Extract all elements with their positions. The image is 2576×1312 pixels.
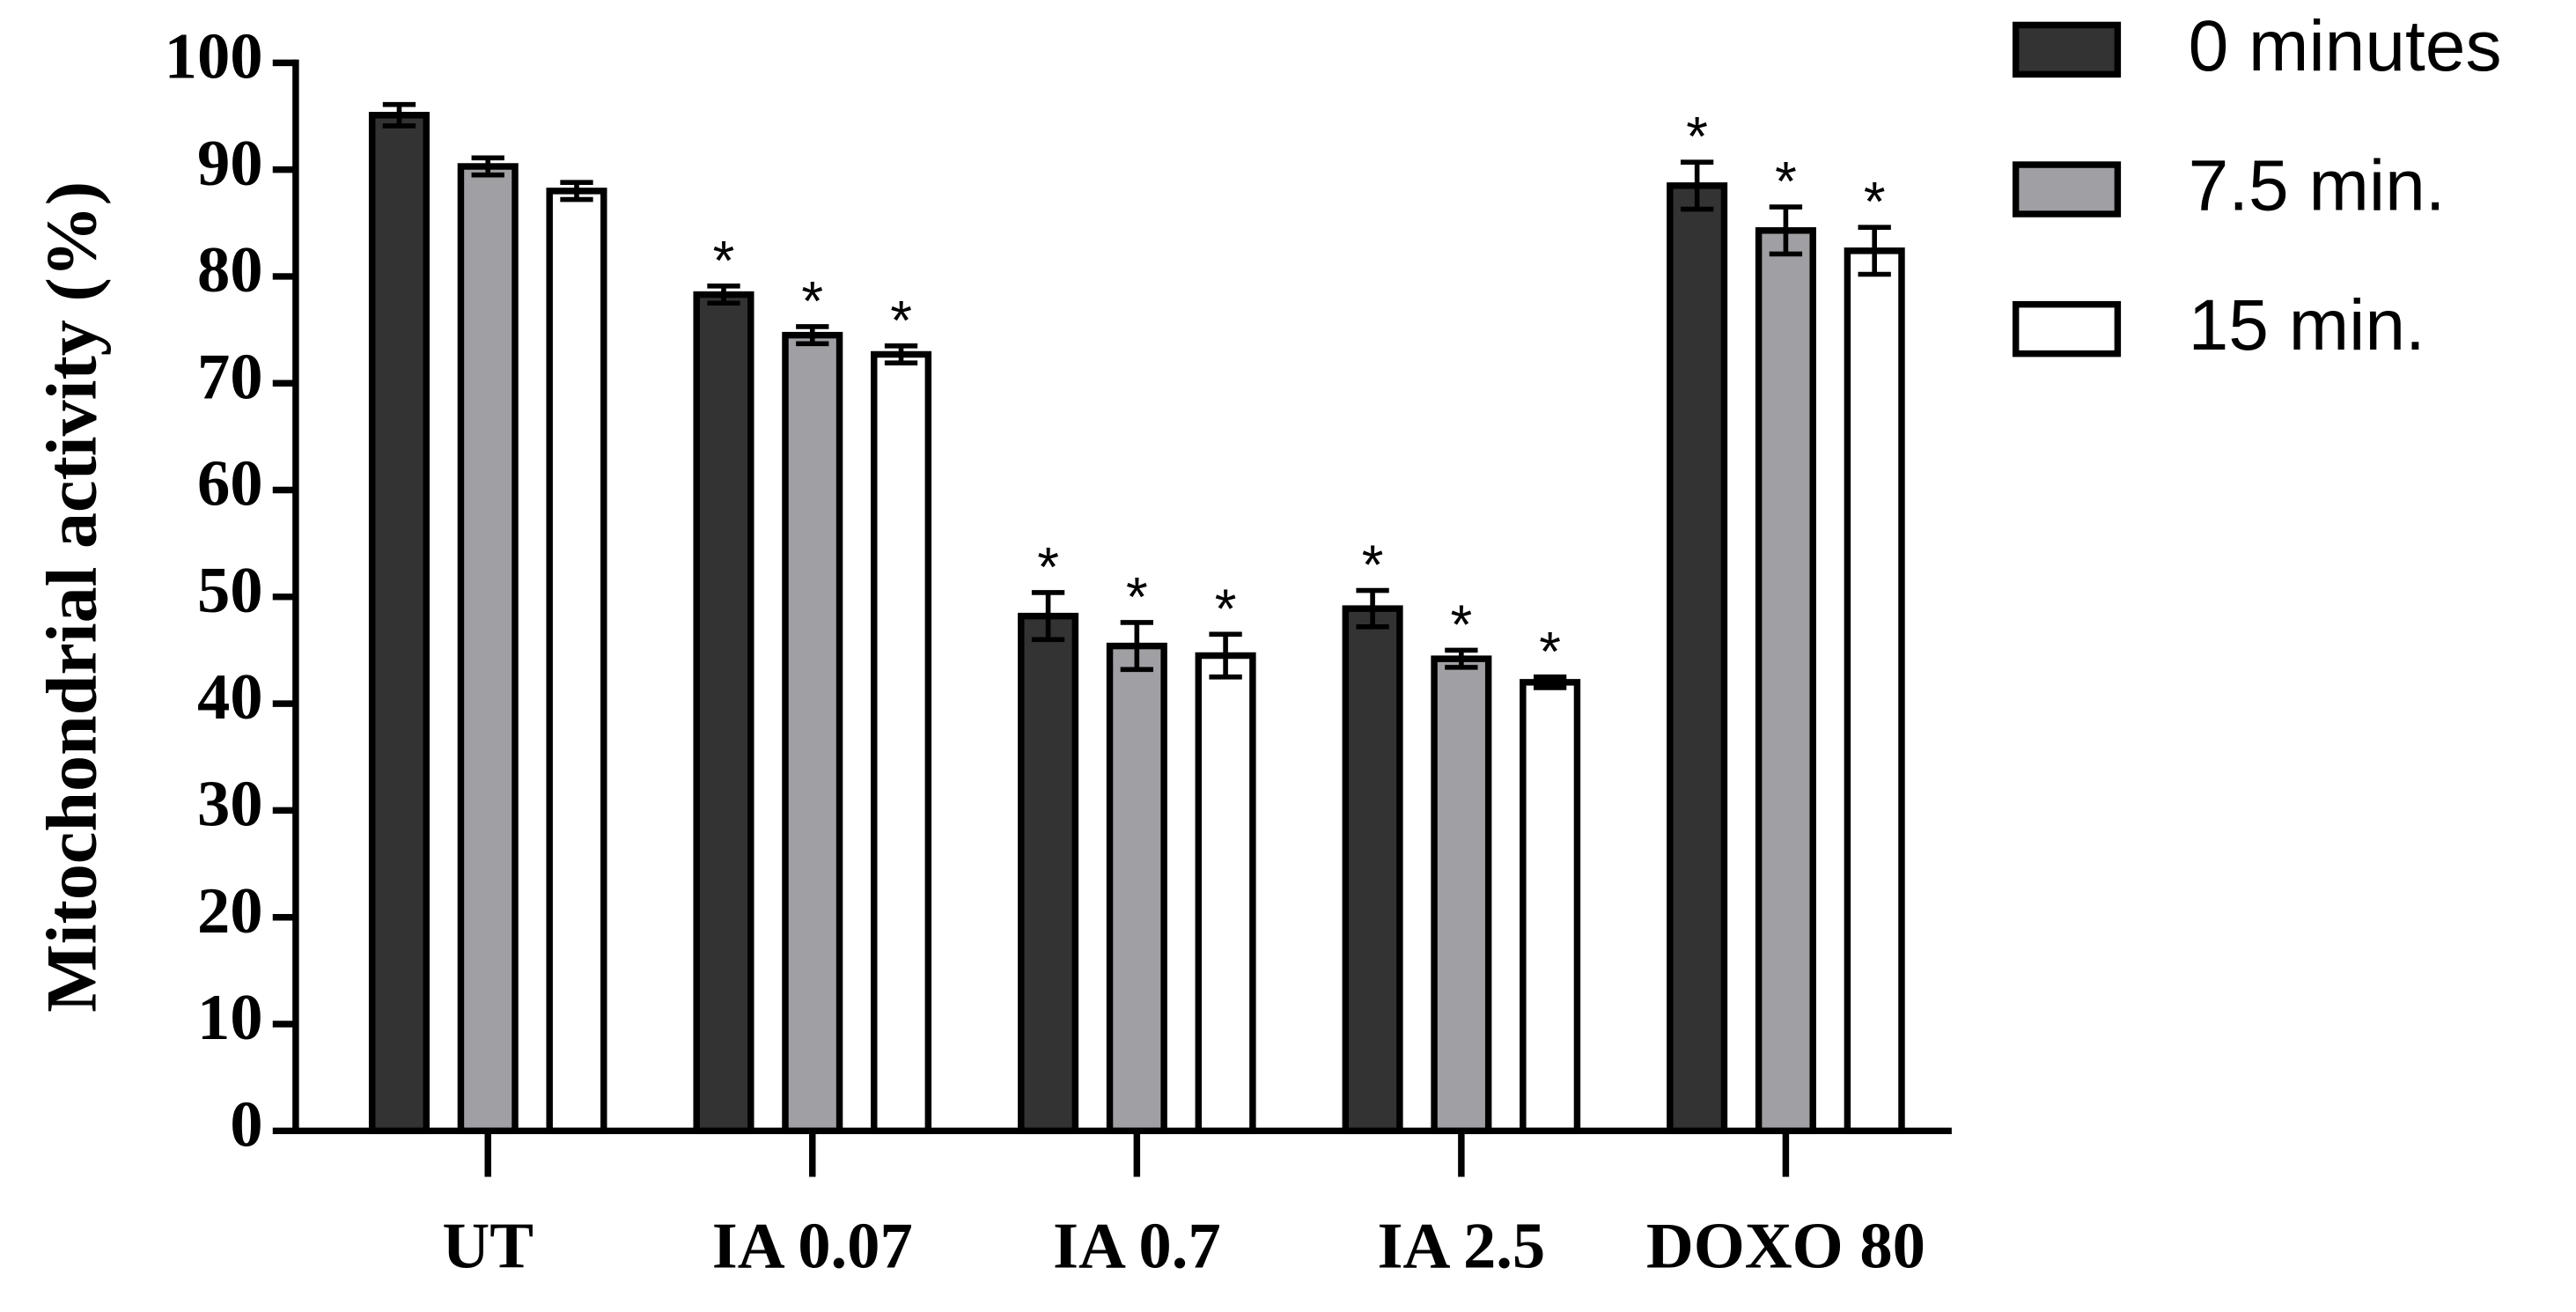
- y-tick-label: 100: [165, 19, 263, 92]
- bar: [1195, 652, 1256, 1135]
- y-tick-label: 20: [197, 874, 263, 947]
- legend-label: 0 minutes: [2189, 6, 2502, 86]
- legend-swatch: [2012, 300, 2122, 357]
- bar: [1018, 612, 1079, 1135]
- legend-swatch: [2012, 21, 2122, 78]
- significance-mark: *: [1451, 594, 1473, 656]
- bar: [693, 291, 754, 1135]
- y-axis-title: Mitochondrial activity (%): [31, 181, 111, 1013]
- y-tick-label: 30: [197, 768, 263, 841]
- bar: [1106, 642, 1167, 1135]
- y-tick-label: 80: [197, 233, 263, 306]
- significance-mark: *: [801, 270, 823, 332]
- bar: [1342, 605, 1403, 1135]
- bar: [546, 188, 607, 1135]
- y-tick-label: 0: [230, 1087, 262, 1161]
- x-tick-label: IA 0.07: [712, 1210, 913, 1283]
- x-tick-label: IA 2.5: [1377, 1210, 1545, 1283]
- significance-mark: *: [1539, 621, 1561, 682]
- y-tick-label: 70: [197, 340, 263, 413]
- bar: [1755, 227, 1816, 1135]
- y-tick-label: 40: [197, 660, 263, 733]
- x-tick-label: IA 0.7: [1053, 1210, 1221, 1283]
- significance-mark: *: [890, 290, 912, 351]
- bar: [457, 163, 519, 1135]
- significance-mark: *: [1686, 107, 1708, 168]
- legend-label: 15 min.: [2189, 285, 2425, 365]
- significance-mark: *: [1126, 566, 1148, 628]
- legend-label: 7.5 min.: [2189, 146, 2446, 226]
- bar: [1667, 182, 1728, 1135]
- bar: [1431, 655, 1492, 1135]
- significance-mark: *: [1775, 151, 1797, 213]
- significance-mark: *: [1864, 172, 1886, 233]
- y-tick-label: 10: [197, 981, 263, 1054]
- significance-mark: *: [1215, 579, 1237, 640]
- legend-swatch: [2012, 161, 2122, 217]
- bar: [871, 350, 932, 1135]
- bar: [1844, 247, 1905, 1135]
- bar: [368, 112, 430, 1135]
- x-tick-label: DOXO 80: [1646, 1210, 1925, 1283]
- bar: [1520, 679, 1581, 1135]
- y-tick-label: 90: [197, 127, 263, 200]
- y-tick-label: 60: [197, 447, 263, 520]
- x-tick-label: UT: [442, 1210, 534, 1283]
- y-tick-label: 50: [197, 554, 263, 627]
- significance-mark: *: [713, 230, 735, 291]
- significance-mark: *: [1362, 534, 1384, 596]
- significance-mark: *: [1037, 537, 1059, 599]
- bar: [782, 331, 843, 1135]
